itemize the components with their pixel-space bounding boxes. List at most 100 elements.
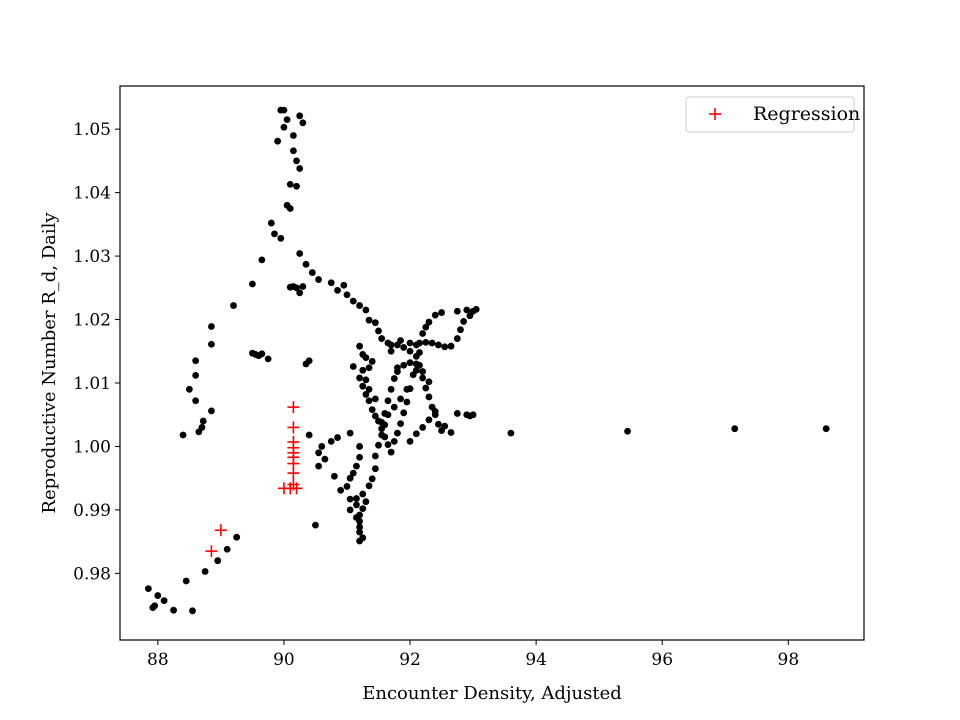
data-point [381, 433, 389, 441]
data-point [264, 355, 272, 363]
data-point [368, 358, 376, 365]
data-point [387, 448, 395, 456]
data-point [144, 585, 152, 592]
data-point [356, 517, 363, 525]
x-tick-label: 96 [651, 650, 673, 670]
data-point [390, 437, 398, 445]
data-point [375, 327, 382, 335]
data-point [321, 455, 329, 463]
data-point [412, 341, 420, 349]
data-point [425, 416, 433, 424]
data-point [258, 350, 266, 358]
data-point [400, 409, 408, 417]
data-point [378, 335, 386, 342]
data-point [289, 147, 297, 155]
data-point [293, 182, 300, 190]
data-point [624, 427, 631, 435]
data-point [435, 341, 442, 349]
data-point [416, 361, 423, 369]
data-point [283, 116, 291, 124]
data-point [384, 441, 392, 448]
data-point [353, 501, 360, 509]
regression-point [287, 436, 300, 449]
legend-marker-regression [709, 108, 721, 120]
ticks-layer: 88 90 92 94 96 98 0.98 0.99 1.00 1.01 1.02 1.03 1.04… [73, 120, 799, 670]
data-point [394, 368, 401, 375]
regression-point [214, 524, 227, 537]
x-tick-label: 92 [399, 650, 421, 670]
data-point [431, 311, 439, 319]
data-point [299, 119, 307, 127]
data-point [453, 410, 461, 417]
data-point [403, 385, 411, 393]
data-point [368, 406, 376, 414]
data-point [384, 339, 392, 347]
data-point [315, 449, 323, 457]
data-point [390, 403, 398, 411]
data-point [384, 397, 392, 405]
data-point [208, 407, 215, 415]
data-point [731, 425, 739, 433]
x-tick-label: 98 [778, 650, 800, 670]
data-point [419, 424, 427, 431]
data-point [412, 366, 420, 374]
data-point [431, 408, 439, 415]
data-point [463, 306, 471, 314]
data-point [507, 429, 515, 437]
data-point [356, 374, 363, 382]
data-point [258, 256, 266, 264]
data-point [315, 276, 323, 283]
data-point [400, 361, 408, 369]
data-point [179, 431, 187, 439]
data-point [435, 420, 442, 428]
data-point [286, 180, 294, 188]
x-axis-title: Encounter Density, Adjusted [362, 683, 622, 704]
data-point [365, 316, 373, 324]
data-point [189, 607, 196, 615]
data-point [334, 434, 341, 441]
data-point [192, 357, 200, 365]
data-point [308, 269, 316, 276]
data-point [378, 425, 386, 433]
data-point [356, 523, 363, 531]
x-tick-label: 90 [273, 650, 295, 670]
legend-box [685, 96, 855, 133]
y-tick-label: 1.01 [73, 374, 111, 394]
data-point [453, 335, 461, 342]
data-point [305, 357, 313, 365]
data-point [346, 474, 354, 482]
data-point [280, 123, 288, 131]
data-point [425, 378, 433, 386]
data-point [182, 577, 190, 585]
data-point [460, 318, 468, 325]
data-point [469, 411, 477, 419]
data-point [422, 338, 430, 346]
data-point [371, 319, 379, 327]
data-point [365, 482, 373, 490]
data-point [438, 309, 445, 316]
y-tick-label: 1.04 [73, 184, 111, 204]
data-point [822, 425, 830, 433]
data-point [425, 318, 433, 326]
data-point [406, 359, 414, 367]
data-point [419, 368, 427, 375]
data-point [296, 165, 304, 172]
data-point [368, 475, 376, 483]
data-point [233, 533, 241, 541]
data-point [375, 441, 382, 449]
data-point [428, 339, 436, 347]
data-point [353, 495, 360, 502]
data-point [371, 395, 379, 403]
y-tick-label: 0.98 [73, 564, 111, 584]
data-point [343, 483, 351, 490]
data-point [296, 250, 304, 257]
data-point [362, 354, 370, 362]
data-point [296, 289, 304, 297]
data-point [406, 347, 414, 355]
x-tick-label: 88 [147, 650, 169, 670]
data-point [337, 486, 345, 494]
data-point [346, 495, 354, 503]
data-point [327, 437, 335, 445]
data-point [400, 344, 408, 351]
